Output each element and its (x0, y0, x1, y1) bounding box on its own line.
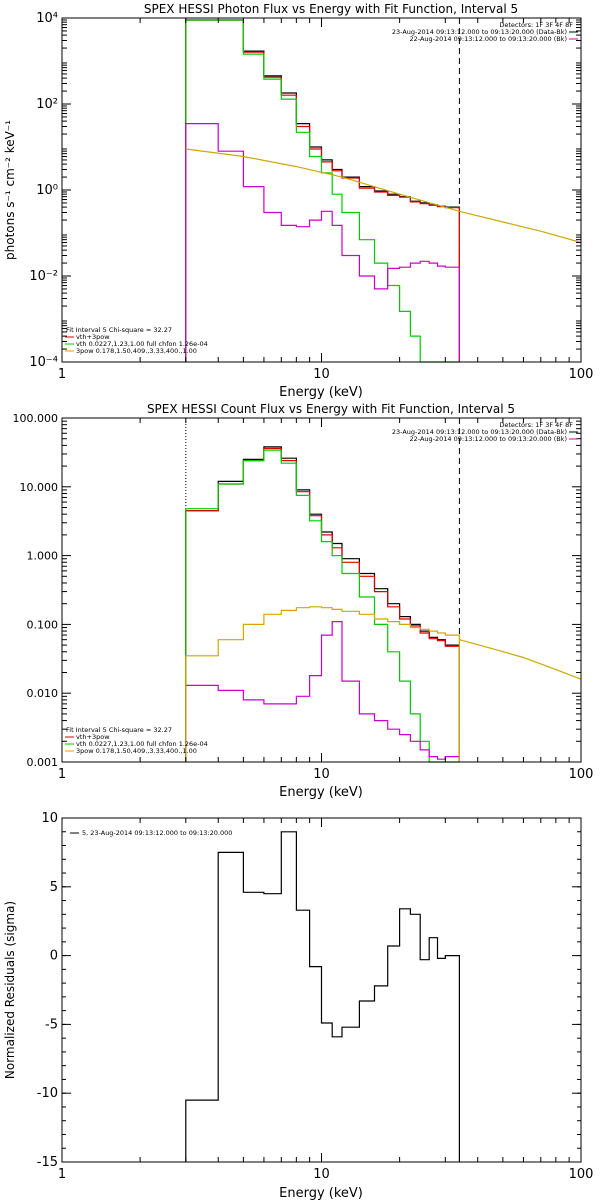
residuals-panel: 1 10 100 -15 -10 -5 0 5 10 Energy (keV) Normaliz… (3, 811, 593, 1200)
series-2-line (185, 19, 460, 363)
legend-entry-text: vth+3pow (76, 733, 110, 741)
legend-entry-text: Detectors: 1F 3F 4F 8F (499, 421, 573, 429)
y-tick-label: -15 (37, 1155, 58, 1170)
residuals-legend-topleft: 5, 23-Aug-2014 09:13:12.000 to 09:13:20.… (70, 829, 232, 837)
legend-entry-text: 22-Aug-2014 09:13:12.000 to 09:13:20.000… (410, 435, 567, 443)
residuals-marks (185, 831, 460, 1162)
x-tick-label: 10 (313, 767, 330, 782)
series-4-line (185, 606, 460, 762)
y-tick-label: 5 (50, 880, 58, 895)
legend-entry-text: vth 0.0227,1.23,1.00 full chfon 1.26e-04 (76, 340, 208, 348)
series-4-line (185, 148, 582, 244)
legend-entry-text: vth 0.0227,1.23,1.00 full chfon 1.26e-04 (76, 740, 208, 748)
x-tick-label: 10 (313, 367, 330, 382)
legend-entry-text: 22-Aug-2014 09:13:12.000 to 09:13:20.000… (410, 35, 567, 43)
series-3-line (185, 122, 460, 362)
count-flux-axes-frame (61, 417, 582, 763)
legend-entry-text: 3pow 0.178,1.50,409.,3.33,400.,1.00 (76, 347, 197, 355)
count-flux-ticks: 1 10 100 0.001 0.010 0.100 1.000 10.000 100.000 (13, 412, 594, 782)
x-tick-label: 10 (313, 1167, 330, 1182)
residuals-ylabel: Normalized Residuals (sigma) (3, 901, 17, 1079)
photon-flux-legend-bottomleft: Fit Interval 5 Chi-square = 32.27vth+3po… (65, 326, 208, 355)
series-3-line (185, 620, 460, 762)
photon-flux-title: SPEX HESSI Photon Flux vs Energy with Fi… (144, 2, 518, 16)
y-tick-label: -10 (37, 1086, 58, 1101)
photon-flux-axes-frame (61, 17, 582, 363)
series-0-line (185, 831, 460, 1162)
residuals-ticks: 1 10 100 -15 -10 -5 0 5 10 (37, 811, 594, 1182)
y-tick-label: 10⁻² (29, 269, 58, 284)
y-tick-label: 10⁻⁴ (29, 355, 58, 370)
y-tick-label: 10² (36, 97, 58, 112)
y-tick-label: 10⁰ (36, 183, 58, 198)
legend-entry-text: 23-Aug-2014 09:13:12.000 to 09:13:20.000… (392, 28, 567, 36)
legend-entry-text: Fit Interval 5 Chi-square = 32.27 (66, 726, 172, 734)
x-tick-label: 1 (58, 367, 66, 382)
residuals-xlabel: Energy (keV) (279, 1186, 363, 1200)
y-tick-label: 0.010 (27, 687, 59, 700)
y-tick-label: 10 (41, 811, 58, 826)
photon-flux-panel: SPEX HESSI Photon Flux vs Energy with Fi… (3, 2, 593, 400)
y-tick-label: 1.000 (27, 550, 59, 563)
y-tick-label: 0 (50, 949, 58, 964)
count-flux-xlabel: Energy (keV) (279, 785, 363, 800)
legend-entry-text: vth+3pow (76, 333, 110, 341)
series-5-line (459, 639, 582, 680)
series-2-line (185, 449, 460, 763)
y-tick-label: 10.000 (20, 481, 59, 494)
series-0-line (185, 446, 460, 762)
series-1-line (185, 19, 460, 362)
legend-entry-text: Fit Interval 5 Chi-square = 32.27 (66, 326, 172, 334)
photon-flux-marks (185, 18, 582, 363)
legend-entry-text: 23-Aug-2014 09:13:12.000 to 09:13:20.000… (392, 428, 567, 436)
photon-flux-ticks: 1 10 100 10⁻⁴ 10⁻² 10⁰ 10² 10⁴ (29, 11, 593, 382)
legend-entry-text: 5, 23-Aug-2014 09:13:12.000 to 09:13:20.… (82, 829, 232, 837)
x-tick-label: 100 (569, 767, 594, 782)
x-tick-label: 100 (569, 1167, 594, 1182)
y-tick-label: 100.000 (13, 412, 59, 425)
count-flux-title: SPEX HESSI Count Flux vs Energy with Fit… (147, 402, 515, 416)
y-tick-label: 10⁴ (36, 11, 58, 26)
legend-entry-text: 3pow 0.178,1.50,409.,3.33,400.,1.00 (76, 747, 197, 755)
photon-flux-xlabel: Energy (keV) (279, 385, 363, 400)
x-tick-label: 100 (569, 367, 594, 382)
y-tick-label: 0.001 (27, 756, 59, 769)
y-tick-label: 0.100 (27, 618, 59, 631)
series-1-line (185, 447, 460, 762)
photon-flux-ylabel: photons s⁻¹ cm⁻² keV⁻¹ (3, 120, 17, 260)
x-tick-label: 1 (58, 767, 66, 782)
count-flux-legend-bottomleft: Fit Interval 5 Chi-square = 32.27vth+3po… (65, 726, 208, 755)
count-flux-panel: SPEX HESSI Count Flux vs Energy with Fit… (13, 402, 594, 800)
y-tick-label: -5 (45, 1017, 58, 1032)
x-tick-label: 1 (58, 1167, 66, 1182)
count-flux-marks (185, 418, 582, 763)
series-0-line (185, 19, 460, 362)
legend-entry-text: Detectors: 1F 3F 4F 8F (499, 21, 573, 29)
